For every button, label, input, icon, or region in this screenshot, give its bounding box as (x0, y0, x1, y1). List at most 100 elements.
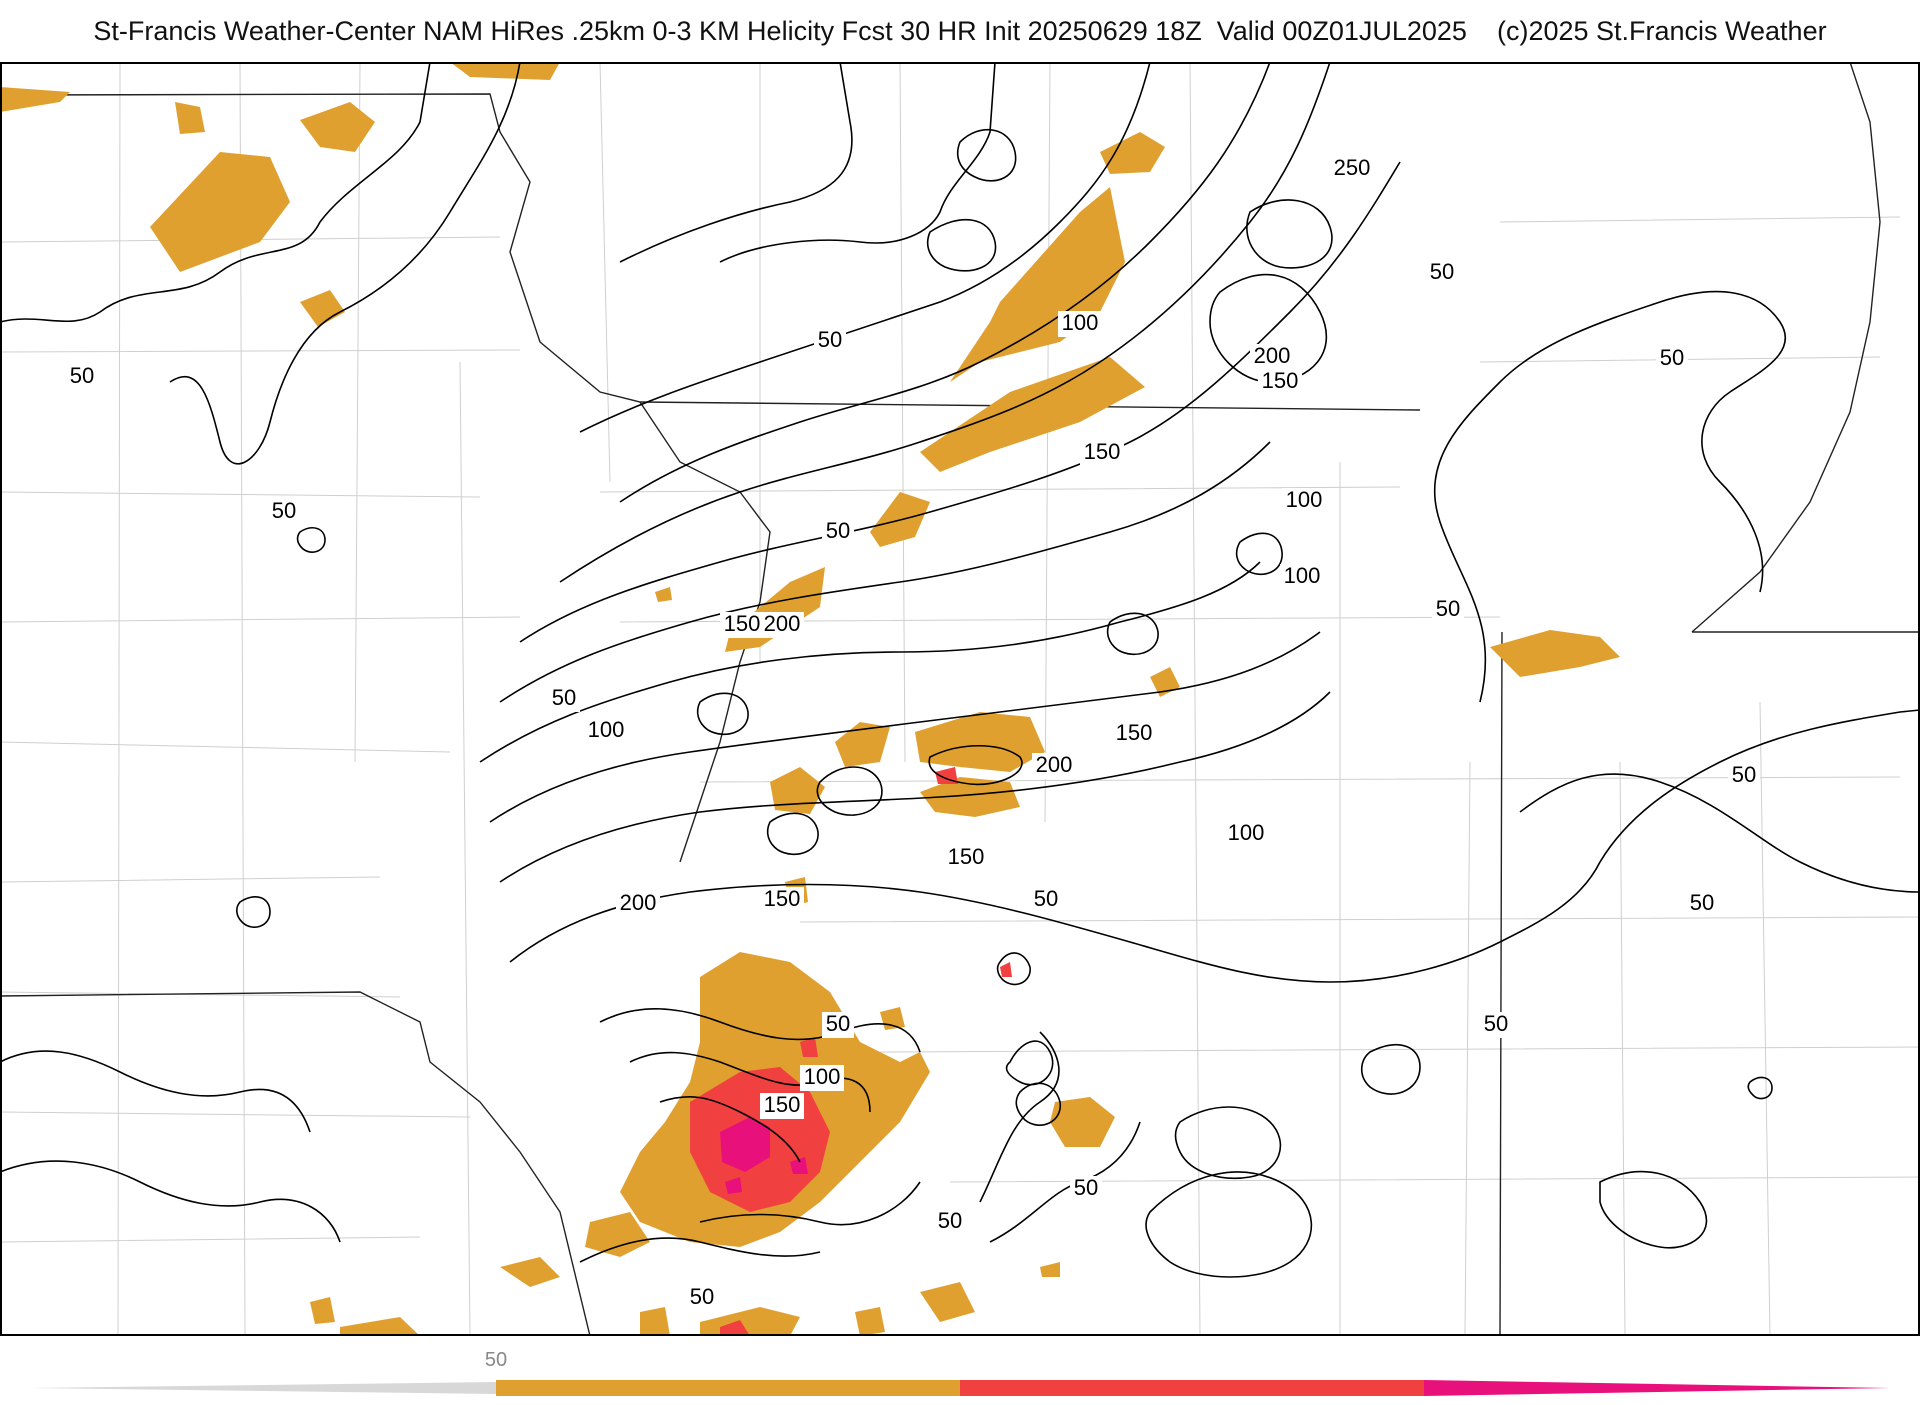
svg-text:150: 150 (1262, 368, 1299, 393)
contour-label-50: 50 (814, 327, 846, 354)
svg-text:100: 100 (1284, 563, 1321, 588)
contour-label-200: 200 (760, 611, 804, 638)
map-canvas: 250 50 100 50 200 150 50 50 150 50 100 5… (0, 62, 1920, 1336)
contour-label-50: 50 (686, 1284, 718, 1311)
shade-band-50 (855, 1307, 885, 1336)
contour-label-50: 50 (1480, 1011, 1512, 1038)
shade-band-50 (655, 587, 672, 602)
svg-text:200: 200 (620, 890, 657, 915)
legend-segment-1 (496, 1380, 960, 1396)
svg-text:50: 50 (938, 1208, 962, 1233)
svg-text:50: 50 (1430, 259, 1454, 284)
svg-text:100: 100 (804, 1064, 841, 1089)
county-borders (0, 62, 1920, 1336)
contour-label-100: 100 (1058, 310, 1102, 337)
shade-band-100 (1000, 962, 1012, 977)
svg-text:50: 50 (1034, 886, 1058, 911)
svg-text:150: 150 (1116, 720, 1153, 745)
contour-label-200: 200 (1032, 752, 1076, 779)
contour-label-100: 100 (584, 717, 628, 744)
legend-segment-below (30, 1382, 496, 1394)
svg-text:50: 50 (1732, 762, 1756, 787)
svg-text:50: 50 (272, 498, 296, 523)
svg-text:100: 100 (1286, 487, 1323, 512)
svg-text:150: 150 (948, 844, 985, 869)
legend-tick-label: 50 (485, 1349, 507, 1371)
svg-text:50: 50 (1074, 1175, 1098, 1200)
shade-band-50 (880, 1007, 905, 1030)
svg-text:100: 100 (1228, 820, 1265, 845)
contour-label-100: 100 (800, 1064, 844, 1091)
svg-text:150: 150 (764, 1092, 801, 1117)
contour-label-50: 50 (1030, 886, 1062, 913)
shade-band-50 (0, 87, 70, 112)
legend-segment-3 (1424, 1380, 1890, 1396)
shade-band-50 (300, 290, 345, 327)
contour-label-150: 150 (1080, 439, 1124, 466)
contour-label-100: 100 (1280, 563, 1324, 590)
svg-text:50: 50 (690, 1284, 714, 1309)
contour-label-50: 50 (1656, 345, 1688, 372)
svg-text:50: 50 (1660, 345, 1684, 370)
contour-label-150: 150 (720, 611, 764, 638)
contour-label-50: 50 (822, 518, 854, 545)
color-legend: 50 (0, 1336, 1920, 1400)
svg-text:200: 200 (764, 611, 801, 636)
shade-band-50 (640, 1307, 670, 1336)
shade-band-50 (700, 1307, 800, 1336)
contour-label-150: 150 (760, 1092, 804, 1119)
contour-label-150: 150 (944, 844, 988, 871)
contour-label-200: 200 (616, 890, 660, 917)
contour-label-50: 50 (1070, 1175, 1102, 1202)
contour-label-150: 150 (760, 886, 804, 913)
legend-segment-2 (960, 1380, 1424, 1396)
svg-text:50: 50 (1436, 596, 1460, 621)
svg-text:100: 100 (588, 717, 625, 742)
contour-label-200: 200 (1250, 343, 1294, 370)
shade-band-50 (915, 712, 1045, 772)
helicity-contours (0, 62, 1920, 1277)
svg-text:150: 150 (724, 611, 761, 636)
contour-label-150: 150 (1258, 368, 1302, 395)
svg-text:200: 200 (1254, 343, 1291, 368)
contour-label-250: 250 (1330, 155, 1374, 182)
state-borders (0, 62, 1920, 1336)
svg-text:50: 50 (1690, 890, 1714, 915)
contour-label-150: 150 (1112, 720, 1156, 747)
shade-band-50 (300, 102, 375, 152)
contour-label-50: 50 (1728, 762, 1760, 789)
svg-text:50: 50 (1484, 1011, 1508, 1036)
svg-text:50: 50 (70, 363, 94, 388)
shade-band-50 (150, 152, 290, 272)
contour-label-100: 100 (1224, 820, 1268, 847)
shade-band-50 (340, 1317, 420, 1336)
contour-label-50: 50 (548, 685, 580, 712)
svg-text:100: 100 (1062, 310, 1099, 335)
shade-band-50 (175, 102, 205, 134)
shade-band-50 (950, 187, 1125, 382)
contour-label-100: 100 (1282, 487, 1326, 514)
contour-label-50: 50 (822, 1011, 854, 1038)
svg-text:150: 150 (764, 886, 801, 911)
contour-label-50: 50 (66, 363, 98, 390)
contour-label-50: 50 (934, 1208, 966, 1235)
map-title: St-Francis Weather-Center NAM HiRes .25k… (0, 16, 1920, 47)
svg-text:50: 50 (818, 327, 842, 352)
svg-text:200: 200 (1036, 752, 1073, 777)
svg-text:50: 50 (552, 685, 576, 710)
contour-label-50: 50 (1686, 890, 1718, 917)
legend-bar: 50 (0, 1336, 1920, 1400)
map-border (1, 63, 1919, 1335)
helicity-map[interactable]: 250 50 100 50 200 150 50 50 150 50 100 5… (0, 62, 1920, 1336)
svg-text:150: 150 (1084, 439, 1121, 464)
shade-band-50 (310, 1297, 335, 1324)
svg-text:50: 50 (826, 1011, 850, 1036)
svg-text:50: 50 (826, 518, 850, 543)
svg-text:250: 250 (1334, 155, 1371, 180)
shade-band-50 (500, 1257, 560, 1287)
shade-band-50 (1040, 1262, 1060, 1277)
shade-band-50 (450, 62, 560, 80)
shade-band-50 (1100, 132, 1165, 174)
shade-band-50 (1490, 630, 1620, 677)
contour-label-50: 50 (268, 498, 300, 525)
